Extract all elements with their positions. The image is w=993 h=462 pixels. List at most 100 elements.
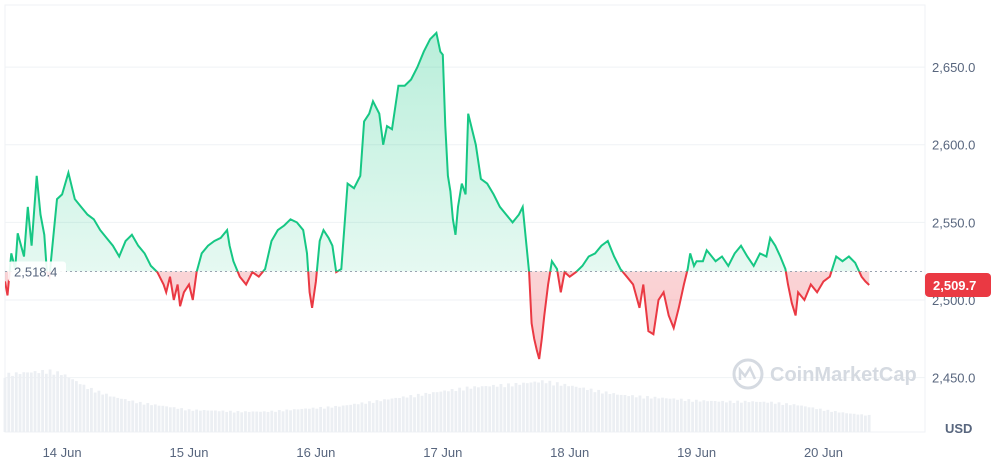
- volume-bar: [375, 400, 379, 432]
- volume-bar: [206, 410, 210, 432]
- volume-bar: [803, 406, 807, 432]
- volume-bar: [221, 410, 225, 432]
- volume-bar: [146, 403, 150, 432]
- volume-bar: [44, 373, 48, 432]
- volume-bar: [135, 403, 138, 432]
- volume-bar: [251, 411, 255, 432]
- volume-bar: [537, 382, 540, 432]
- volume-bar: [71, 379, 75, 432]
- volume-bar: [394, 397, 398, 432]
- volume-bar: [214, 410, 217, 432]
- area-below-baseline: [5, 271, 870, 359]
- volume-bar: [296, 409, 300, 432]
- x-tick-label: 14 Jun: [43, 445, 82, 460]
- volume-bar: [822, 410, 826, 432]
- x-tick-label: 16 Jun: [296, 445, 335, 460]
- y-tick-label: 2,550.0: [932, 215, 975, 230]
- volume-bar: [82, 384, 86, 432]
- volume-bar: [867, 414, 871, 432]
- volume-bar: [11, 375, 14, 432]
- volume-bar: [848, 413, 852, 432]
- volume-bar: [356, 404, 360, 432]
- volume-bar: [510, 386, 514, 432]
- volume-bar: [683, 401, 687, 432]
- volume-bar: [67, 377, 71, 432]
- volume-bar: [717, 401, 721, 432]
- volume-bar: [679, 398, 683, 432]
- volume-bar: [811, 407, 815, 432]
- volume-bar: [608, 394, 612, 432]
- volume-bar: [830, 411, 833, 432]
- volume-bar: [334, 405, 338, 432]
- volume-bar: [676, 399, 679, 432]
- volume-bar: [758, 401, 762, 432]
- volume-bar: [176, 408, 180, 432]
- volume-bar: [300, 408, 304, 432]
- last-price-value: 2,509.7: [933, 278, 976, 293]
- volume-bar: [841, 412, 845, 432]
- x-tick-label: 20 Jun: [804, 445, 843, 460]
- volume-bar: [274, 411, 277, 432]
- volume-bar: [48, 369, 52, 432]
- volume-bar: [56, 371, 60, 432]
- volume-bar: [281, 411, 285, 432]
- volume-bar: [672, 398, 676, 432]
- volume-bar: [450, 388, 454, 432]
- price-areas: [5, 32, 870, 359]
- volume-bar: [552, 385, 555, 432]
- volume-bar: [788, 405, 792, 432]
- volume-bar: [341, 405, 345, 432]
- volume-bar: [307, 408, 311, 432]
- volume-bar: [698, 401, 702, 432]
- volume-bar: [337, 406, 341, 432]
- volume-bar: [578, 387, 582, 432]
- price-lines: [5, 30, 870, 360]
- grid-lines: [4, 4, 926, 433]
- volume-bar: [574, 386, 578, 432]
- volume-bar: [330, 407, 334, 432]
- volume-bar: [277, 410, 281, 432]
- volume-bar: [123, 399, 127, 432]
- volume-bar: [728, 400, 732, 432]
- volume-bar: [747, 402, 751, 432]
- volume-bar: [319, 406, 323, 432]
- x-tick-label: 19 Jun: [677, 445, 716, 460]
- volume-bar: [619, 394, 623, 432]
- coinmarketcap-logo-icon: [732, 358, 764, 390]
- volume-bar: [247, 411, 251, 432]
- area-above-baseline: [5, 32, 870, 272]
- volume-bar: [131, 400, 135, 432]
- volume-bar: [22, 372, 26, 432]
- volume-bar: [706, 401, 710, 432]
- volume-bar: [461, 390, 465, 432]
- volume-bar: [503, 387, 507, 432]
- volume-bar: [345, 405, 349, 432]
- volume-bar: [702, 400, 706, 432]
- last-price-label: 2,509.7: [925, 272, 991, 297]
- volume-bar: [687, 399, 691, 432]
- volume-bar: [807, 407, 811, 432]
- volume-bar: [105, 393, 108, 432]
- plot-frame: [4, 4, 926, 433]
- volume-bar: [525, 383, 529, 432]
- volume-bar: [435, 392, 439, 432]
- volume-bar: [120, 398, 123, 432]
- price-line-up: [8, 30, 861, 272]
- volume-bar: [270, 410, 274, 432]
- volume-bar: [646, 396, 649, 432]
- volume-bar: [90, 387, 93, 432]
- volume-bar: [477, 387, 480, 432]
- volume-bar: [668, 398, 672, 432]
- volume-bar: [570, 385, 574, 432]
- volume-bar: [634, 397, 638, 432]
- volume-bar: [195, 409, 199, 432]
- volume-bar: [59, 375, 63, 432]
- volume-bar: [766, 402, 770, 432]
- volume-bar: [548, 380, 552, 432]
- volume-bar: [529, 382, 533, 432]
- volume-bar: [416, 393, 420, 432]
- volume-bar: [383, 399, 386, 432]
- volume-bar: [661, 397, 664, 432]
- volume-bar: [818, 408, 822, 432]
